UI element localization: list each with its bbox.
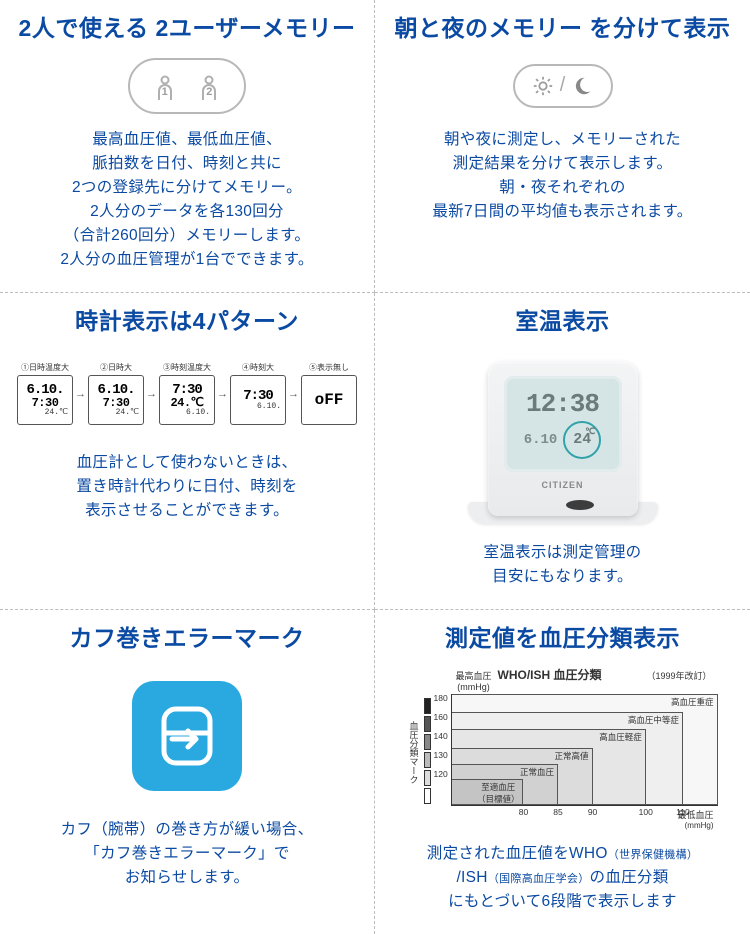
title: 時計表示は4パターン	[75, 307, 299, 337]
xtick: 110	[676, 807, 690, 817]
clock-box: 7:3024.℃6.10.	[159, 375, 215, 425]
device-button	[566, 500, 594, 510]
ytick: 130	[434, 751, 448, 770]
desc: 室温表示は測定管理の 目安にもなります。	[483, 541, 641, 589]
device-brand: CITIZEN	[488, 480, 638, 490]
cell-who-classification: 測定値を血圧分類表示 最高血圧 (mmHg) WHO/ISH 血圧分類 （199…	[375, 610, 750, 934]
who-title: WHO/ISH 血圧分類	[498, 666, 602, 683]
title: 朝と夜のメモリー を分けて表示	[395, 14, 731, 44]
who-marks	[424, 694, 434, 806]
device-time: 12:38	[526, 389, 599, 419]
clock-box: 6.10.7:3024.℃	[88, 375, 144, 425]
xtick: 80	[519, 807, 528, 817]
slash: /	[560, 74, 566, 97]
clock-caption: ①日時温度大	[21, 362, 69, 373]
device-date: 6.10	[524, 432, 558, 448]
sun-icon	[532, 75, 554, 97]
classification-mark	[424, 698, 431, 714]
classification-mark	[424, 770, 431, 786]
classification-mark	[424, 716, 431, 732]
title: 室温表示	[516, 307, 610, 337]
device-screen: 12:38 6.10 24 ℃	[504, 376, 622, 472]
clock-box: 6.10.7:3024.℃	[17, 375, 73, 425]
degree-icon: ℃	[585, 427, 595, 437]
classification-mark	[424, 752, 431, 768]
cell-cuff-error: カフ巻きエラーマーク カフ（腕帯）の巻き方が緩い場合、 「カフ巻きエラーマーク」…	[0, 610, 375, 934]
title: 測定値を血圧分類表示	[445, 624, 680, 654]
arrow-right-icon: →	[217, 388, 228, 400]
who-sub: （1999年改訂）	[646, 669, 711, 682]
clock-caption: ③時刻温度大	[163, 362, 211, 373]
cell-two-user-memory: 2人で使える 2ユーザーメモリー 1 2 最高血圧値、最低血圧値、 脈拍数を日付…	[0, 0, 375, 293]
clock-box: 7:306.10.	[230, 375, 286, 425]
who-bar: 至適血圧 （目標値）	[452, 779, 524, 805]
xtick: 90	[588, 807, 597, 817]
user-pill: 1 2	[128, 58, 246, 114]
cell-room-temp: 室温表示 12:38 6.10 24 ℃ CIT	[375, 293, 750, 610]
device-illustration: 12:38 6.10 24 ℃ CITIZEN	[463, 349, 663, 529]
clock-pattern: ④時刻大 7:306.10.	[230, 362, 286, 425]
feature-grid: 2人で使える 2ユーザーメモリー 1 2 最高血圧値、最低血圧値、 脈拍数を日付…	[0, 0, 750, 934]
clock-patterns-illustration: ①日時温度大6.10.7:3024.℃→②日時大6.10.7:3024.℃→③時…	[17, 349, 357, 439]
who-bars: 808590100110 高血圧重症高血圧中等症高血圧軽症正常高値正常血圧至適血…	[451, 694, 718, 806]
cell-clock-patterns: 時計表示は4パターン ①日時温度大6.10.7:3024.℃→②日時大6.10.…	[0, 293, 375, 610]
clock-row: ①日時温度大6.10.7:3024.℃→②日時大6.10.7:3024.℃→③時…	[17, 362, 357, 425]
who-ylabel: 最高血圧 (mmHg)	[456, 669, 492, 692]
arrow-right-icon: →	[75, 388, 86, 400]
classification-mark	[424, 734, 431, 750]
user-2-icon: 2	[199, 74, 219, 98]
xtick: 100	[639, 807, 653, 817]
who-yaxis: 180160140130120	[434, 694, 451, 806]
ytick: 120	[434, 770, 448, 789]
sun-moon-icon: /	[513, 56, 613, 116]
clock-box: oFF	[301, 375, 357, 425]
ytick: 180	[434, 694, 448, 713]
who-sidelabel: 血圧分類マーク	[408, 694, 424, 806]
desc: 最高血圧値、最低血圧値、 脈拍数を日付、時刻と共に 2つの登録先に分けてメモリー…	[60, 128, 313, 272]
title: 2人で使える 2ユーザーメモリー	[19, 14, 356, 44]
clock-caption: ⑤表示無し	[309, 362, 349, 373]
clock-pattern: ①日時温度大 6.10.7:3024.℃	[17, 362, 73, 425]
user-1-icon: 1	[155, 74, 175, 98]
arrow-right-icon: →	[146, 388, 157, 400]
desc: カフ（腕帯）の巻き方が緩い場合、 「カフ巻きエラーマーク」で お知らせします。	[61, 818, 314, 890]
user-1-label: 1	[162, 86, 168, 98]
clock-pattern: ②日時大 6.10.7:3024.℃	[88, 362, 144, 425]
moon-icon	[571, 75, 593, 97]
device-body: 12:38 6.10 24 ℃ CITIZEN	[488, 362, 638, 516]
desc: 朝や夜に測定し、メモリーされた 測定結果を分けて表示します。 朝・夜それぞれの …	[432, 128, 692, 224]
clock-caption: ④時刻大	[242, 362, 274, 373]
cuff-error-icon	[132, 666, 242, 806]
who-xunit: (mmHg)	[408, 821, 718, 830]
clock-pattern: ⑤表示無し oFF	[301, 362, 357, 425]
clock-pattern: ③時刻温度大 7:3024.℃6.10.	[159, 362, 215, 425]
ytick: 140	[434, 732, 448, 751]
who-chart-illustration: 最高血圧 (mmHg) WHO/ISH 血圧分類 （1999年改訂） 血圧分類マ…	[408, 666, 718, 830]
classification-mark	[424, 788, 431, 804]
cell-morning-night: 朝と夜のメモリー を分けて表示 / 朝や夜に測定し、メモリー	[375, 0, 750, 293]
arrow-right-icon: →	[288, 388, 299, 400]
two-user-icon: 1 2	[128, 56, 246, 116]
who-chart: 最高血圧 (mmHg) WHO/ISH 血圧分類 （1999年改訂） 血圧分類マ…	[408, 666, 718, 830]
title: カフ巻きエラーマーク	[70, 624, 305, 654]
device-temp-circle: 24 ℃	[563, 421, 601, 459]
xtick: 85	[553, 807, 562, 817]
ytick: 160	[434, 713, 448, 732]
desc: 測定された血圧値をWHO（世界保健機構）/ISH（国際高血圧学会）の血圧分類にも…	[427, 842, 698, 914]
who-xaxis: 80 85 90 100 110	[452, 807, 718, 817]
clock-caption: ②日時大	[100, 362, 132, 373]
sun-moon-pill: /	[513, 64, 613, 108]
user-2-label: 2	[206, 86, 212, 98]
device: 12:38 6.10 24 ℃ CITIZEN	[463, 354, 663, 524]
desc: 血圧計として使わないときは、 置き時計代わりに日付、時刻を 表示させることができ…	[76, 451, 297, 523]
